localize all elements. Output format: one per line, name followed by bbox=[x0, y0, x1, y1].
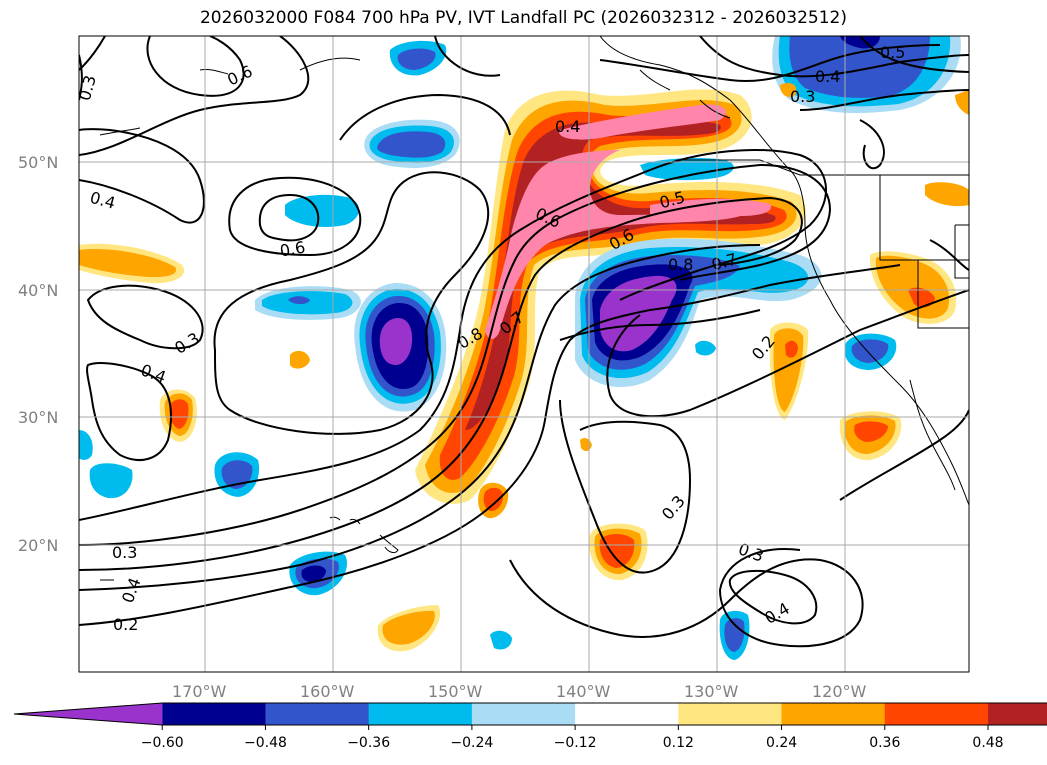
map-title: 2026032000 F084 700 hPa PV, IVT Landfall… bbox=[199, 8, 847, 28]
lat-label: 40°N bbox=[18, 281, 58, 300]
contour-label: 0.2 bbox=[113, 615, 138, 634]
lat-label: 30°N bbox=[18, 408, 58, 427]
colorbar-extend-min bbox=[14, 703, 163, 725]
colorbar-cell bbox=[368, 703, 473, 725]
colorbar-tick-label: 0.24 bbox=[766, 735, 797, 751]
colorbar-tick-label: −0.36 bbox=[347, 735, 390, 751]
lon-label: 140°W bbox=[556, 682, 611, 701]
latitude-labels: 50°N 40°N 30°N 20°N bbox=[18, 153, 58, 555]
ivt-contours bbox=[79, 36, 969, 648]
contour-label: 0.5 bbox=[880, 43, 905, 62]
contour-label: 0.8 bbox=[668, 255, 693, 274]
gridlines bbox=[79, 36, 969, 672]
contour-label: 0.6 bbox=[278, 237, 306, 260]
contour-label: 0.3 bbox=[790, 87, 815, 106]
colorbar-tick-label: 0.48 bbox=[972, 735, 1003, 751]
lon-label: 150°W bbox=[428, 682, 483, 701]
colorbar-tick-label: 0.12 bbox=[663, 735, 694, 751]
colorbar-cell bbox=[162, 703, 266, 725]
lon-label: 120°W bbox=[812, 682, 867, 701]
lon-label: 130°W bbox=[684, 682, 739, 701]
colorbar-cell bbox=[575, 703, 679, 725]
map-plot-area: 0.3 0.6 0.5 0.4 0.3 0.4 0.4 0.6 0.3 0.4 … bbox=[75, 36, 969, 672]
colorbar-cell bbox=[884, 703, 989, 725]
colorbar-cell bbox=[471, 703, 576, 725]
colorbar-tick-label: −0.60 bbox=[141, 735, 184, 751]
lat-label: 20°N bbox=[18, 536, 58, 555]
colorbar-cell bbox=[781, 703, 886, 725]
lon-label: 160°W bbox=[300, 682, 355, 701]
longitude-labels: 170°W 160°W 150°W 140°W 130°W 120°W bbox=[172, 682, 867, 701]
lat-label: 50°N bbox=[18, 153, 58, 172]
colorbar-tick-label: 0.36 bbox=[869, 735, 900, 751]
lon-label: 170°W bbox=[172, 682, 227, 701]
colorbar-tick-label: −0.48 bbox=[244, 735, 287, 751]
colorbar-tick-label: −0.12 bbox=[554, 735, 597, 751]
colorbar-tick-label: −0.24 bbox=[450, 735, 493, 751]
colorbar-cell bbox=[265, 703, 370, 725]
colorbar-cell bbox=[678, 703, 783, 725]
colorbar: −0.60 −0.48 −0.36 −0.24 −0.12 0.12 0.24 0.36 0.4… bbox=[13, 702, 1047, 751]
map-frame bbox=[78, 35, 970, 673]
colorbar-cell bbox=[988, 703, 1047, 725]
coastlines bbox=[99, 36, 969, 581]
contour-label: 0.3 bbox=[75, 73, 100, 103]
contour-label: 0.4 bbox=[815, 67, 840, 86]
contour-label: 0.3 bbox=[112, 543, 137, 562]
contour-label: 0.4 bbox=[555, 117, 580, 136]
